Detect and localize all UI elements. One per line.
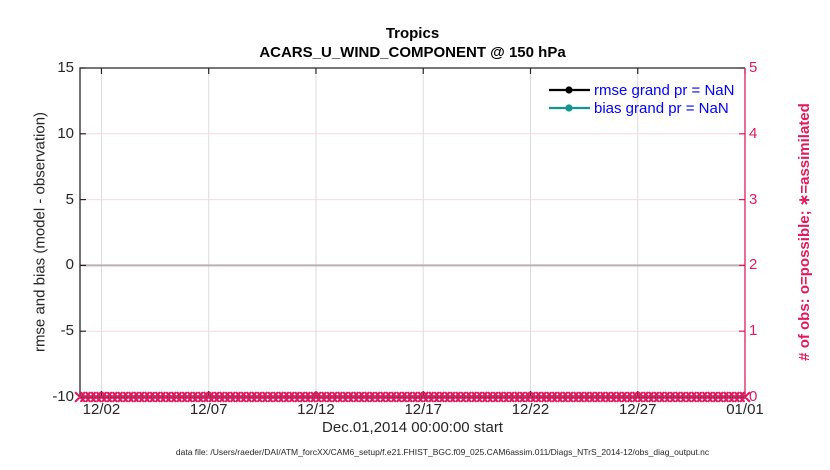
obs-marker-band [74,391,751,403]
y-tick-label-left: 10 [57,124,74,142]
legend-label-rmse: rmse grand pr = NaN [594,81,735,99]
y-tick-label-right: 4 [749,124,758,142]
x-tick-label: 01/01 [726,401,764,418]
y-tick-label-left: 15 [57,59,74,76]
y-tick-label-right: 5 [749,59,758,76]
legend-label-bias: bias grand pr = NaN [594,99,729,117]
x-tick-label: 12/12 [297,401,335,418]
x-tick-label: 12/02 [82,401,121,418]
right-axis-label: # of obs: o=possible; ∗=assimilated [796,103,813,361]
y-tick-label-left: 5 [65,190,74,208]
y-tick-label-right: 3 [749,190,758,208]
bias-line-marker-icon [549,104,590,112]
x-tick-label: 12/22 [511,401,550,418]
y-tick-label-right: 2 [749,256,758,274]
y-tick-label-right: 0 [749,388,758,405]
legend-item-rmse: rmse grand pr = NaN [549,81,734,99]
legend-item-bias: bias grand pr = NaN [549,99,729,117]
plot-border [79,67,745,398]
y-tick-label-left: -10 [52,388,74,405]
y-tick-label-left: -5 [60,322,74,340]
x-tick-label: 12/27 [618,401,657,418]
chart-subtitle: ACARS_U_WIND_COMPONENT @ 150 hPa [259,44,566,61]
data-file-path: data file: /Users/raeder/DAI/ATM_forcXX/… [175,447,710,457]
y-tick-label-right: 1 [749,322,758,340]
rmse-line-marker-icon [549,86,590,94]
x-tick-label: 12/07 [189,401,228,418]
chart-title: Tropics [385,25,440,42]
x-tick-label: 12/17 [404,401,442,418]
left-axis-label: rmse and bias (model - observation) [31,111,49,353]
y-tick-label-left: 0 [65,256,74,274]
x-axis-label: Dec.01,2014 00:00:00 start [322,419,503,436]
